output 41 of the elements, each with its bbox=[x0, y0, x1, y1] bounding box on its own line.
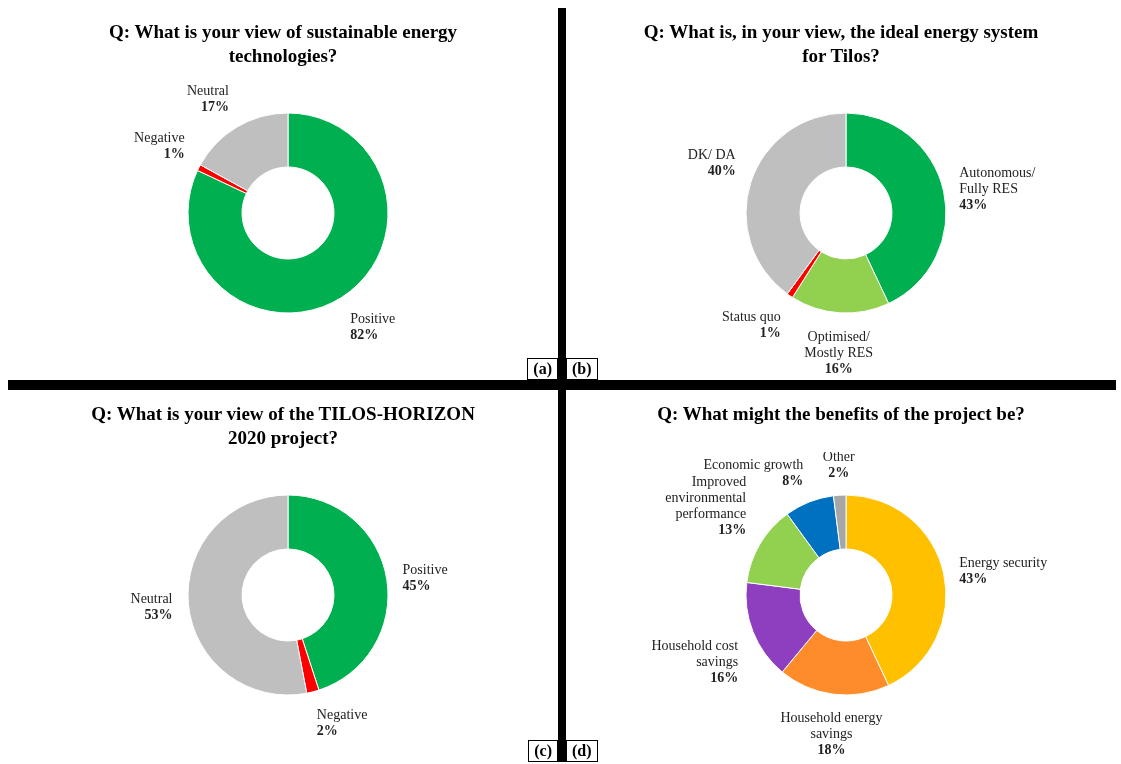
slice-label: Neutral bbox=[186, 83, 230, 99]
data-label: 18% bbox=[817, 742, 846, 758]
text: (a) bbox=[527, 358, 558, 380]
data-label: 8% bbox=[782, 473, 804, 489]
data-label: 16% bbox=[824, 360, 853, 376]
chart-title: Q: What is your view of the TILOS-HORIZON 2020 project? bbox=[90, 402, 476, 450]
slice-label: Energy security bbox=[959, 554, 1048, 570]
chart-title: Q: What is, in your view, the ideal energy system for Tilos? bbox=[642, 20, 1040, 68]
slice-label: Household energy savings bbox=[780, 710, 883, 742]
data-label: 2% bbox=[828, 465, 850, 481]
data-label: 1% bbox=[163, 146, 185, 162]
slice-label: Positive bbox=[350, 310, 396, 326]
text: (b) bbox=[566, 358, 598, 380]
data-label: 1% bbox=[759, 324, 781, 340]
slice-label: Negative bbox=[316, 707, 368, 723]
data-label: 53% bbox=[144, 606, 173, 622]
data-label: 40% bbox=[707, 163, 736, 179]
chart-title: Q: What is your view of sustainable energy technologies? bbox=[107, 20, 459, 68]
slice-label: Optimised/ Mostly RES bbox=[804, 328, 874, 360]
data-label: 2% bbox=[316, 723, 338, 739]
slice-label: DK/ DA bbox=[687, 147, 737, 163]
text: (d) bbox=[566, 740, 598, 762]
data-label: 82% bbox=[350, 326, 379, 342]
data-label: 17% bbox=[200, 99, 229, 115]
slice-label: Autonomous/ Fully RES bbox=[959, 164, 1036, 196]
slice-label: Positive bbox=[402, 561, 448, 577]
slice-label: Economic growth bbox=[703, 457, 804, 473]
slice-label: Status quo bbox=[722, 308, 781, 324]
donut-slice bbox=[187, 112, 389, 314]
data-label: 45% bbox=[402, 577, 431, 593]
slice-label: Household cost savings bbox=[651, 637, 739, 669]
data-label: 13% bbox=[718, 521, 747, 537]
data-label: 43% bbox=[959, 196, 988, 212]
text: (c) bbox=[528, 740, 558, 762]
slice-label: Neutral bbox=[130, 590, 173, 606]
slice-label: Negative bbox=[134, 130, 185, 146]
slice-label: Other bbox=[822, 449, 855, 465]
slice-label: Improved environmental performance bbox=[665, 473, 747, 521]
data-label: 16% bbox=[710, 669, 739, 685]
chart-title: Q: What might the benefits of the project be? bbox=[656, 402, 1026, 426]
data-label: 43% bbox=[959, 570, 988, 586]
